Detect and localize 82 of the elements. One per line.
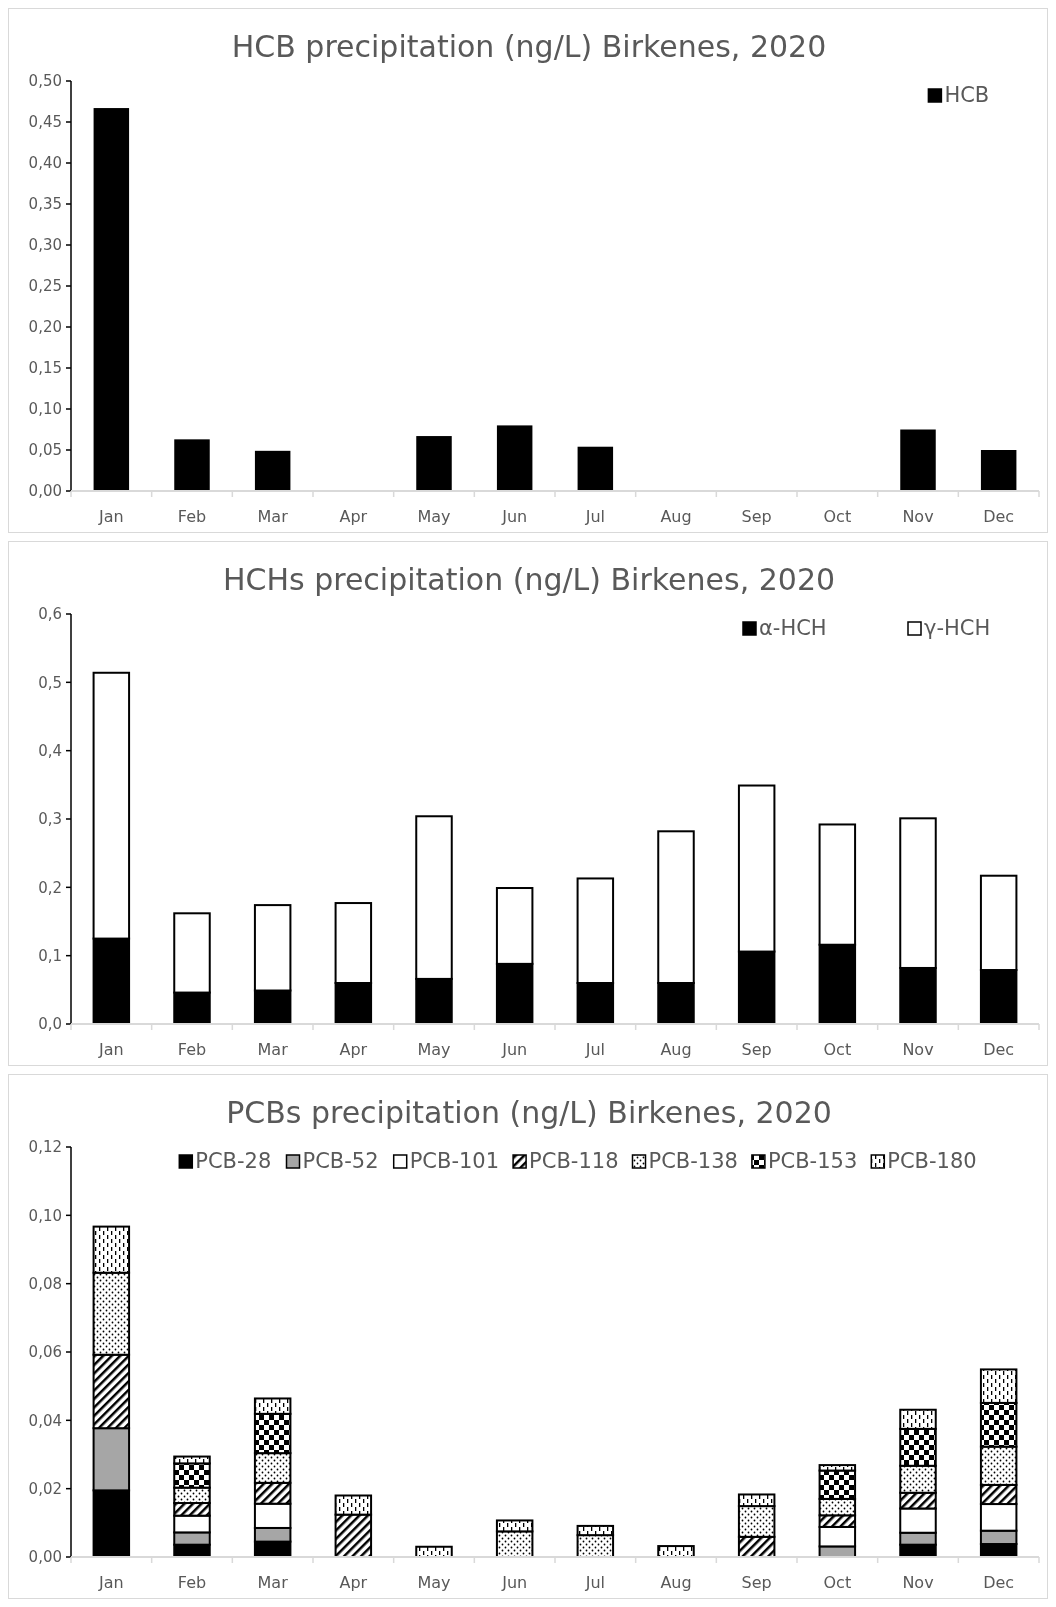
- x-tick-label: Oct: [823, 507, 852, 526]
- x-tick-label: Apr: [339, 507, 368, 526]
- x-tick-label: Apr: [339, 1040, 368, 1059]
- y-tick-label: 0,1: [38, 946, 62, 965]
- x-tick-label: Dec: [983, 1040, 1015, 1059]
- legend-label: HCB: [944, 83, 990, 107]
- x-tick-label: Jan: [98, 507, 124, 526]
- x-tick-label: Sep: [741, 507, 772, 526]
- y-tick-label: 0,06: [28, 1343, 62, 1362]
- x-tick-label: Oct: [823, 1040, 852, 1059]
- legend-label: γ-HCH: [924, 616, 991, 640]
- y-tick-label: 0,30: [28, 236, 62, 255]
- chart-title: HCHs precipitation (ng/L) Birkenes, 2020: [222, 562, 836, 597]
- chart-title: HCB precipitation (ng/L) Birkenes, 2020: [231, 29, 827, 64]
- bar: [980, 450, 1017, 491]
- y-tick-label: 0,00: [28, 1548, 62, 1567]
- y-tick-label: 0,10: [28, 1206, 62, 1225]
- x-tick-label: Jul: [584, 507, 605, 526]
- x-tick-label: Nov: [902, 1040, 934, 1059]
- legend-label: PCB-118: [529, 1149, 619, 1173]
- x-tick-label: Dec: [983, 507, 1015, 526]
- x-tick-label: Jul: [584, 1040, 605, 1059]
- y-tick-label: 0,20: [28, 318, 62, 337]
- y-tick-label: 0,04: [28, 1411, 62, 1430]
- y-tick-label: 0,02: [28, 1479, 62, 1498]
- x-tick-label: May: [417, 507, 451, 526]
- legend-label: PCB-101: [409, 1149, 500, 1173]
- x-tick-label: Feb: [177, 1573, 207, 1592]
- bar: [496, 425, 533, 491]
- y-tick-label: 0,00: [28, 482, 62, 501]
- y-tick-label: 0,5: [38, 673, 62, 692]
- y-tick-label: 0,15: [28, 359, 62, 378]
- x-tick-label: Aug: [660, 1573, 692, 1592]
- y-tick-label: 0,2: [38, 878, 62, 897]
- y-tick-label: 0,3: [38, 810, 62, 829]
- x-tick-label: Nov: [902, 507, 934, 526]
- y-tick-label: 0,0: [38, 1015, 62, 1034]
- x-tick-label: Feb: [177, 1040, 207, 1059]
- x-tick-label: Jun: [501, 507, 528, 526]
- legend-label: PCB-138: [648, 1149, 738, 1173]
- x-tick-label: Jan: [98, 1573, 124, 1592]
- legend-label: PCB-153: [767, 1149, 858, 1173]
- y-tick-label: 0,45: [28, 113, 62, 132]
- y-tick-label: 0,12: [28, 1138, 62, 1157]
- legend-label: α-HCH: [759, 616, 827, 640]
- bar: [900, 429, 936, 491]
- x-tick-label: Jun: [501, 1573, 528, 1592]
- legend-label: PCB-28: [195, 1149, 272, 1173]
- x-tick-label: Mar: [257, 1040, 289, 1059]
- x-tick-label: May: [417, 1573, 451, 1592]
- x-tick-label: Aug: [660, 507, 692, 526]
- y-tick-label: 0,6: [38, 605, 62, 624]
- x-tick-label: Feb: [177, 507, 207, 526]
- x-tick-label: Jul: [584, 1573, 605, 1592]
- x-tick-label: Mar: [257, 507, 289, 526]
- y-tick-label: 0,10: [28, 400, 62, 419]
- y-tick-label: 0,08: [28, 1274, 62, 1293]
- y-tick-label: 0,40: [28, 154, 62, 173]
- y-tick-label: 0,25: [28, 277, 62, 296]
- x-tick-label: Jun: [501, 1040, 528, 1059]
- legend-label: PCB-52: [302, 1149, 379, 1173]
- y-tick-label: 0,35: [28, 195, 62, 214]
- x-tick-label: Sep: [741, 1573, 772, 1592]
- y-tick-label: 0,50: [28, 72, 62, 91]
- x-tick-label: Jan: [98, 1040, 124, 1059]
- legend-label: PCB-180: [887, 1149, 977, 1173]
- x-tick-label: May: [417, 1040, 451, 1059]
- x-tick-label: Nov: [902, 1573, 934, 1592]
- x-tick-label: Apr: [339, 1573, 368, 1592]
- y-tick-label: 0,05: [28, 441, 62, 460]
- bar: [254, 450, 291, 491]
- y-tick-label: 0,4: [38, 741, 62, 760]
- x-tick-label: Aug: [660, 1040, 692, 1059]
- x-tick-label: Sep: [741, 1040, 772, 1059]
- chart-title: PCBs precipitation (ng/L) Birkenes, 2020: [226, 1095, 832, 1130]
- bar: [577, 446, 614, 491]
- x-tick-label: Dec: [983, 1573, 1015, 1592]
- x-tick-label: Mar: [257, 1573, 289, 1592]
- x-tick-label: Oct: [823, 1573, 852, 1592]
- bar: [416, 436, 452, 491]
- bar: [174, 439, 210, 491]
- bar: [93, 108, 130, 491]
